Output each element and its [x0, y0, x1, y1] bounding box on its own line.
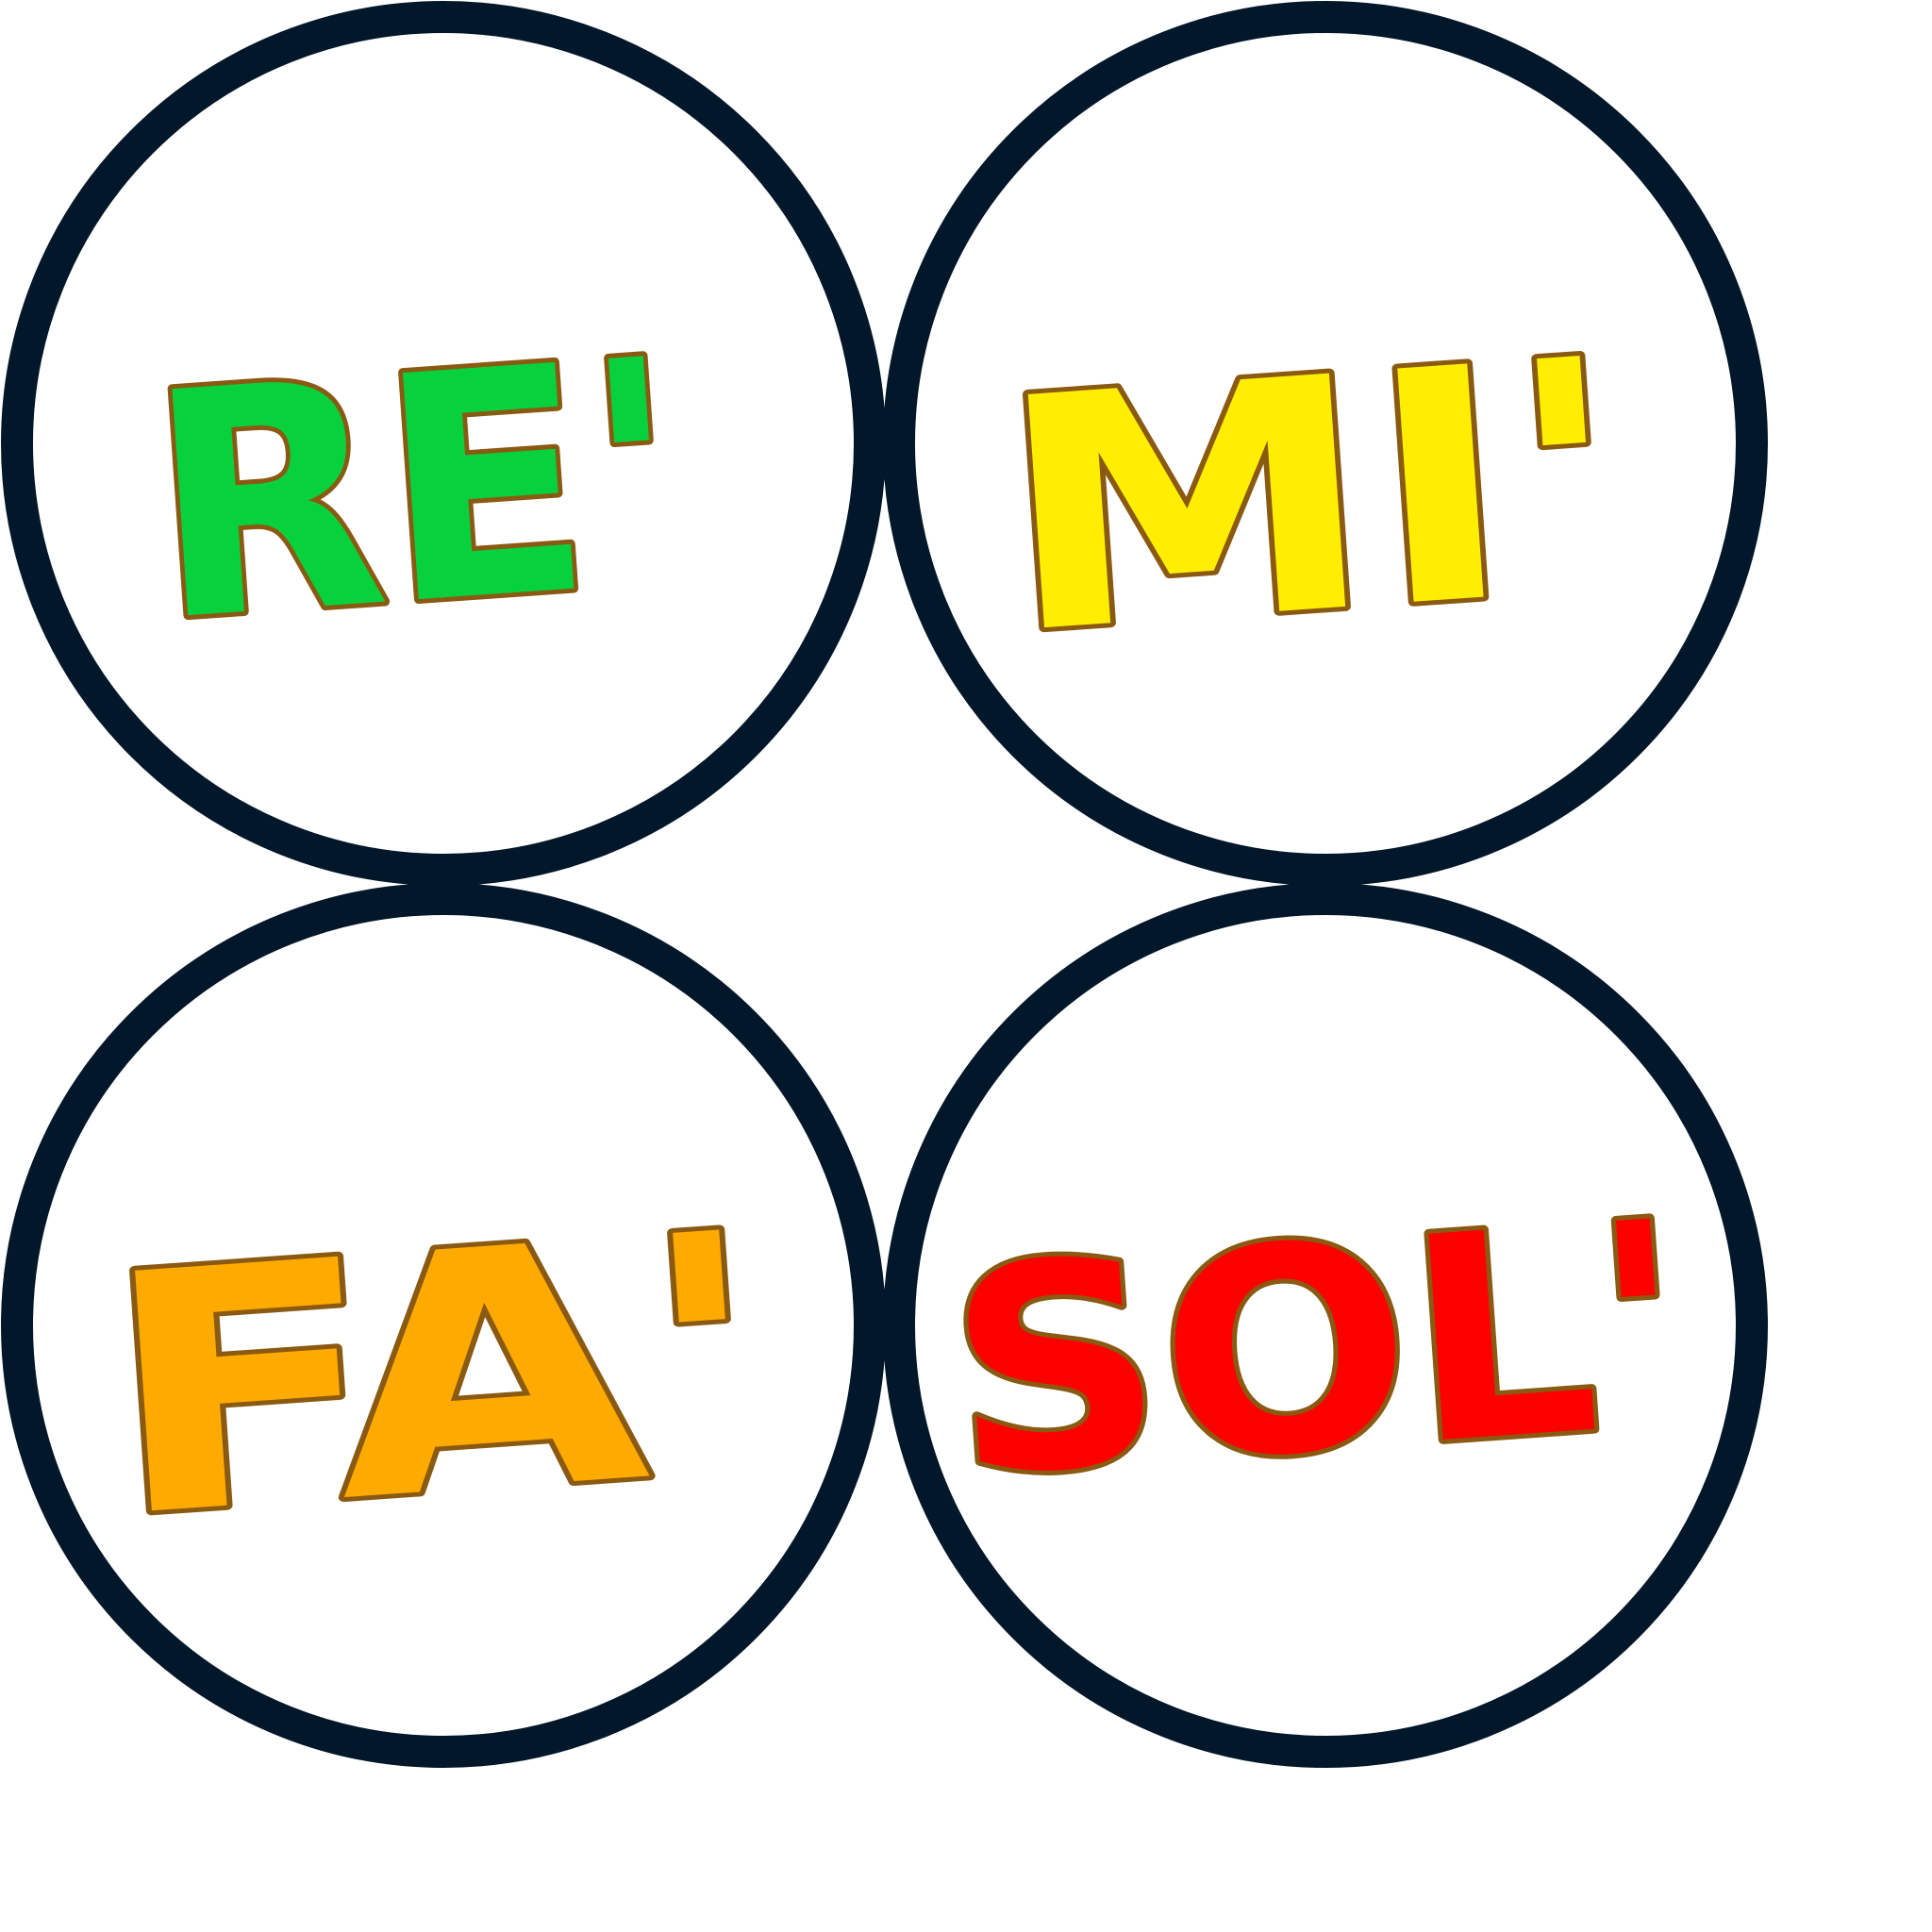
badge-label: RE' [141, 292, 692, 691]
badge-re: RE' [1, 1, 886, 886]
badge-sol: SOL' [883, 883, 1768, 1768]
badge-ring [883, 1, 1768, 886]
badge-ring [1, 883, 886, 1768]
badge-mi: MI' [883, 1, 1768, 886]
badge-ring [1, 1, 886, 886]
badge-label: FA' [93, 1161, 779, 1591]
badge-fa: FA' [1, 883, 886, 1768]
badge-label: MI' [990, 290, 1637, 706]
badge-label: SOL' [940, 1160, 1696, 1541]
badge-ring [883, 883, 1768, 1768]
